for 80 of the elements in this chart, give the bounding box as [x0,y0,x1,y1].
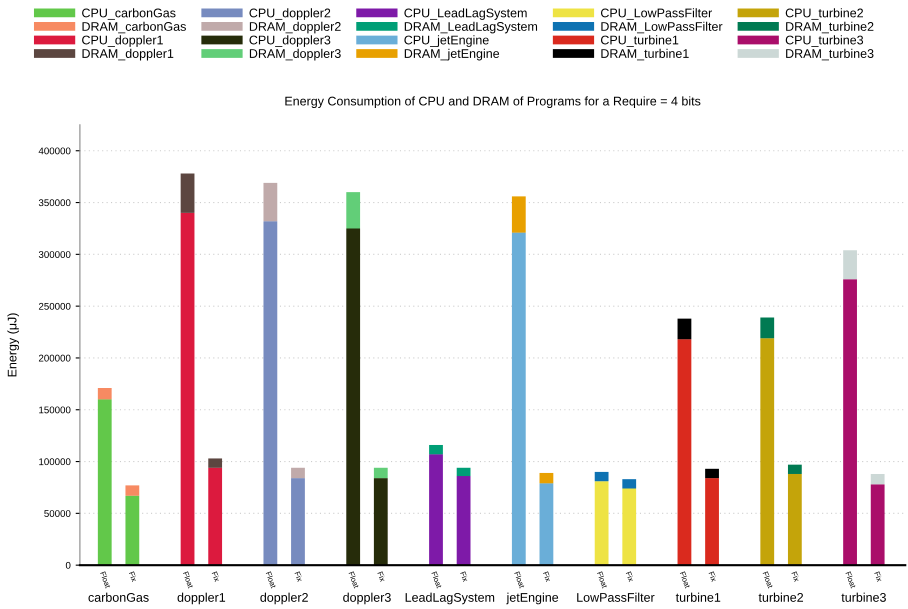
bar [374,468,388,478]
legend-label: DRAM_LowPassFilter [601,22,722,34]
bar [870,474,885,484]
bar [540,483,554,566]
bar [180,174,194,213]
bar [346,228,360,566]
legend-label: CPU_turbine2 [786,8,863,20]
bar [125,496,140,566]
bar [594,481,609,566]
y-tick-label: 200000 [38,354,70,362]
legend-label: DRAM_doppler2 [250,22,341,34]
text: turbine3 [841,592,886,602]
legend-label: DRAM_carbonGas [82,22,186,34]
bar [788,474,802,566]
legend-label: CPU_turbine1 [600,35,678,47]
text: turbine1 [676,592,720,602]
text: carbonGas [88,592,149,602]
legend-label: DRAM_turbine3 [786,48,874,60]
bar [456,468,471,476]
bar [760,338,774,566]
bar [622,488,636,566]
y-tick-label: 350000 [38,199,70,206]
legend-label: CPU_doppler3 [250,35,330,47]
legend-label: CPU_turbine3 [786,35,864,47]
legend-label: CPU_LowPassFilter [600,8,712,20]
legend-label: DRAM_doppler1 [82,48,174,60]
bar [705,468,719,478]
bar [788,464,802,474]
text: LeadLagSystem [406,592,494,604]
bar [263,182,278,222]
legend-label: CPU_LeadLagSystem [404,8,527,20]
bar [843,279,857,566]
y-tick-label: 50000 [44,510,70,517]
bar [98,399,112,566]
legend-label: DRAM_doppler3 [250,48,341,60]
bar [291,468,305,478]
bar [346,192,360,228]
bar [429,454,443,566]
bar [512,196,526,233]
y-tick-label: 100000 [39,458,70,466]
bar [208,458,222,468]
bar [622,479,636,488]
bar [540,472,554,484]
chart-title: Energy Consumption of CPU and DRAM of Programs for a Require = 4 bits [285,96,700,108]
legend-label: DRAM_turbine2 [786,22,874,34]
bar [98,388,112,400]
text: doppler1 [178,592,226,604]
y-axis-title: Energy (μJ) [7,313,19,376]
bar [678,318,692,340]
legend-label: CPU_doppler2 [250,8,330,20]
bar [429,444,443,454]
text: doppler3 [343,592,391,604]
text: doppler2 [260,592,308,604]
text: turbine2 [758,592,804,602]
bar [512,232,526,566]
y-tick-label: 250000 [38,302,70,310]
bar [208,468,222,566]
y-tick-label: 400000 [38,147,70,154]
legend-label: CPU_doppler1 [82,35,163,47]
bar [594,472,609,482]
legend-label: CPU_jetEngine [404,35,489,47]
bar [291,478,305,566]
legend-label: DRAM_jetEngine [404,48,500,60]
y-tick-label: 300000 [38,251,70,258]
text: jetEngine [506,592,558,604]
y-tick-label: 150000 [39,406,70,414]
legend-label: DRAM_LeadLagSystem [404,22,538,34]
y-tick-label: 0 [66,562,70,569]
bar [263,221,278,566]
bar [374,478,388,566]
bar [760,318,774,338]
bar [180,212,194,566]
bar [125,485,140,496]
bar [705,478,719,566]
bar [870,484,885,566]
legend-label: DRAM_turbine1 [601,48,689,60]
legend-label: CPU_carbonGas [82,8,176,20]
text: LowPassFilter [577,592,654,602]
bar [456,476,471,566]
bar [678,339,692,566]
